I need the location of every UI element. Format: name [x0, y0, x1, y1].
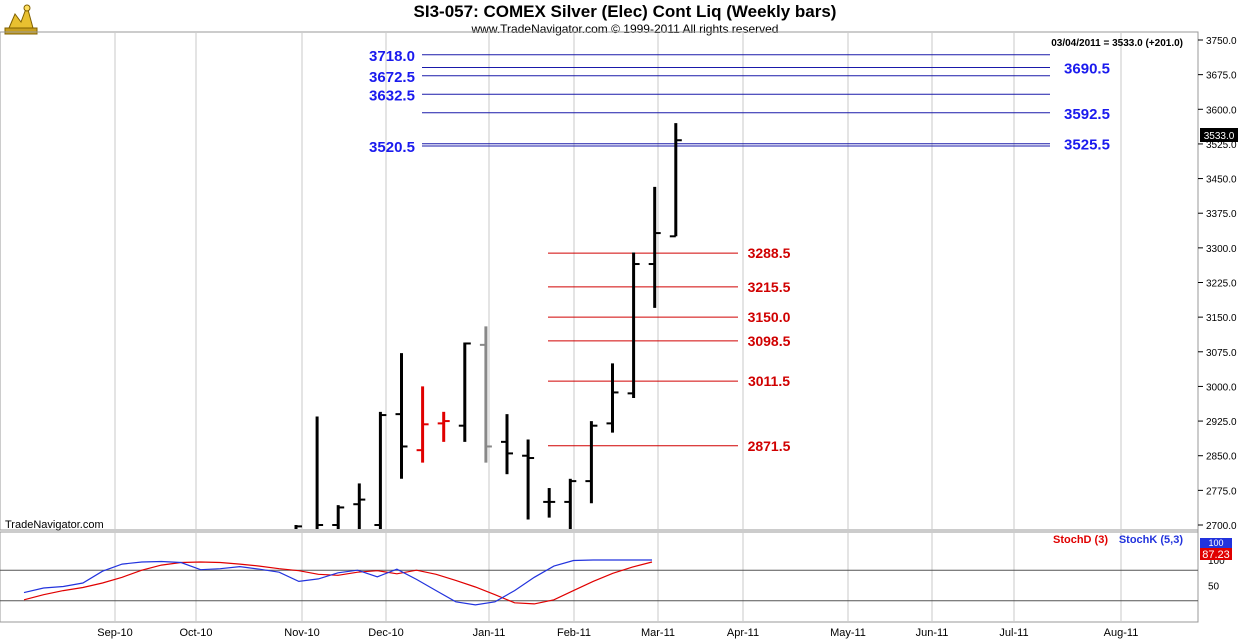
y-tick-label: 3525.0: [1206, 140, 1237, 151]
x-tick-label: Apr-11: [727, 627, 759, 639]
x-tick-label: Feb-11: [557, 627, 591, 639]
y-tick-label: 3000.0: [1206, 382, 1237, 393]
y-tick-label: 3750.0: [1206, 36, 1237, 47]
month-grid: [114, 33, 1122, 621]
x-tick-label: Aug-11: [1104, 627, 1139, 639]
stoch-y-tick-label: 100: [1208, 556, 1225, 567]
y-tick-label: 3375.0: [1206, 209, 1237, 220]
stochk-last-box: [1200, 538, 1232, 548]
stoch-series-line: [23, 559, 652, 606]
y-tick-label: 3675.0: [1206, 71, 1237, 82]
red-level-label: 3150.0: [748, 309, 791, 325]
stochd-legend: StochD (3): [1053, 534, 1108, 546]
ohlc-bars: [294, 123, 682, 529]
x-tick-label: Jul-11: [999, 627, 1028, 639]
status-line: 03/04/2011 = 3533.0 (+201.0): [1051, 38, 1183, 49]
x-tick-label: Dec-10: [368, 627, 403, 639]
trade-navigator-logo-icon: [4, 4, 38, 35]
x-tick-label: May-11: [830, 627, 866, 639]
date-x-axis: Sep-10 Oct-10 Nov-10 Dec-10 Jan-11 Feb-11 Mar-…: [97, 627, 1138, 639]
y-tick-label: 2925.0: [1206, 417, 1237, 428]
x-tick-label: Jun-11: [916, 627, 949, 639]
stochk-legend: StochK (5,3): [1119, 534, 1184, 546]
x-tick-label: Oct-10: [179, 627, 212, 639]
y-tick-label: 3450.0: [1206, 175, 1237, 186]
blue-level-label: 3690.5: [1064, 60, 1110, 77]
y-tick-label: 3075.0: [1206, 348, 1237, 359]
blue-level-label: 3592.5: [1064, 106, 1110, 123]
chart-title: SI3-057: COMEX Silver (Elec) Cont Liq (W…: [413, 2, 837, 21]
stoch-panel-frame: [0, 531, 1199, 623]
y-tick-label: 2775.0: [1206, 486, 1237, 497]
y-tick-label: 3300.0: [1206, 244, 1237, 255]
y-tick-label: 3600.0: [1206, 105, 1237, 116]
red-level-label: 3011.5: [748, 373, 790, 389]
blue-level-label: 3718.0: [369, 48, 415, 65]
stoch-series-line: [23, 561, 653, 605]
x-tick-label: Sep-10: [97, 627, 132, 639]
price-y-axis: 2700.0 2775.0 2850.0 2925.0 3000.0 3075.0 3150…: [1198, 36, 1237, 532]
blue-level-label: 3525.5: [1064, 137, 1110, 154]
x-tick-label: Nov-10: [284, 627, 319, 639]
last-price-box: [1200, 128, 1238, 142]
x-tick-label: Mar-11: [641, 627, 675, 639]
blue-level-label: 3520.5: [369, 139, 415, 156]
y-tick-label: 2700.0: [1206, 521, 1237, 532]
price-panel-frame: [0, 31, 1199, 531]
stochd-last-box: [1200, 548, 1232, 560]
stochk-last-value: 100: [1208, 538, 1223, 548]
y-tick-label: 2850.0: [1206, 452, 1237, 463]
red-level-label: 2871.5: [748, 438, 791, 454]
stoch-y-tick-label: 50: [1208, 582, 1220, 593]
stochd-last-value: 87.23: [1202, 549, 1230, 561]
watermark: TradeNavigator.com: [5, 519, 104, 531]
x-tick-label: Jan-11: [473, 627, 506, 639]
blue-level-label: 3632.5: [369, 87, 415, 104]
red-level-label: 3215.5: [748, 279, 791, 295]
y-tick-label: 3150.0: [1206, 313, 1237, 324]
red-level-label: 3288.5: [748, 245, 791, 261]
red-level-label: 3098.5: [748, 333, 791, 349]
last-price-label: 3533.0: [1204, 131, 1235, 142]
y-tick-label: 3225.0: [1206, 279, 1237, 290]
blue-level-label: 3672.5: [369, 69, 415, 86]
